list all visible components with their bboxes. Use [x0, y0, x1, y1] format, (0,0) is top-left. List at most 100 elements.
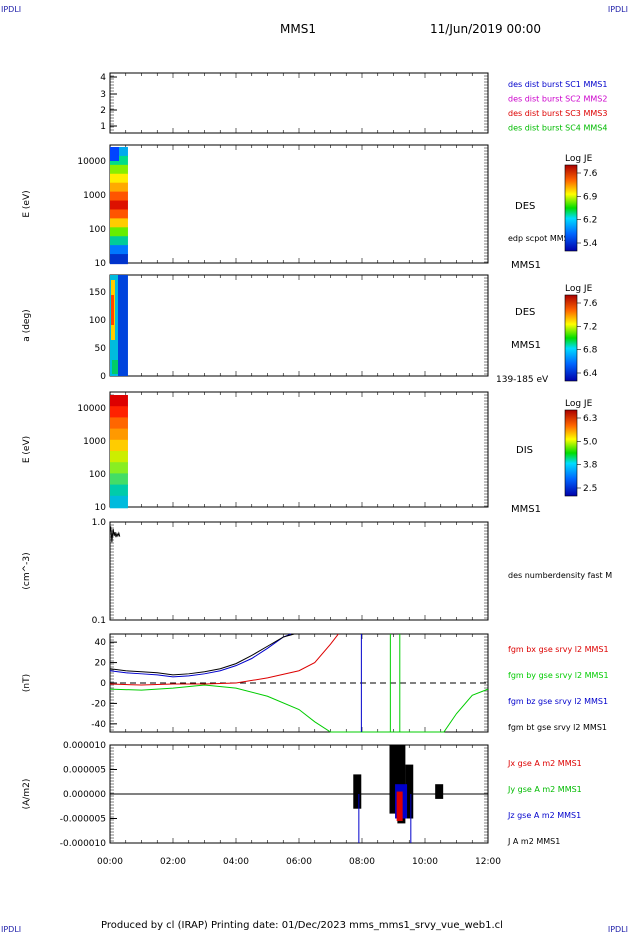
y-tick-label: 150 [89, 288, 106, 298]
y-tick-label: 0.000010 [63, 741, 106, 751]
colorbar-des-pitch-tick-label: 7.6 [583, 299, 598, 309]
y-tick-label: 4 [100, 73, 106, 83]
y-tick-label: 0.1 [92, 616, 106, 626]
y-axis-label: (cm^-3) [22, 552, 32, 589]
current-burst [405, 764, 414, 819]
spectrogram-cell [110, 218, 128, 229]
y-axis-label: (A/m2) [22, 779, 32, 810]
colorbar-dis-energy-tick-label: 5.0 [583, 437, 598, 447]
spectrogram-cell [112, 360, 118, 374]
spectrogram-cell [110, 428, 128, 442]
energy-range-label: 139-185 eV [496, 375, 549, 385]
colorbar-des-energy-tick-label: 6.2 [583, 216, 597, 226]
y-tick-label: 40 [95, 638, 107, 648]
fgm-series-line-1 [109, 633, 339, 686]
y-tick-label: 10 [95, 503, 107, 513]
density-series-line [110, 526, 121, 543]
time-tick-label: 08:00 [349, 857, 375, 867]
fgm-legend-2: fgm by gse srvy l2 MMS1 [508, 671, 609, 680]
fgm-series-line-4 [109, 633, 295, 676]
colorbar-des-pitch [564, 294, 578, 382]
colorbar-dis-energy [564, 409, 578, 497]
spectrogram-cell [110, 254, 128, 265]
panel-spacecraft-dis: MMS1 [511, 504, 541, 515]
spectrogram-cell [110, 473, 128, 486]
current-burst [389, 745, 398, 814]
colorbar-des-pitch-tick-label: 6.8 [583, 346, 598, 356]
spectrogram-cell [110, 417, 128, 430]
spectrogram-cell [110, 200, 128, 211]
colorbar-dis-energy-tick-label: 2.5 [583, 484, 597, 494]
colorbar-des-pitch-tick-label: 7.2 [583, 322, 597, 332]
spectrogram-cell [110, 227, 128, 238]
y-tick-label: 1 [100, 122, 106, 132]
colorbar-des-energy-tick-label: 7.6 [583, 169, 598, 179]
colorbar-des-pitch-tick-label: 6.4 [583, 369, 598, 379]
legend-entry-4: des dist burst SC4 MMS4 [508, 124, 607, 133]
y-tick-label: 10000 [77, 404, 106, 414]
spectrogram-cell [110, 147, 119, 161]
panel-spacecraft-pitch: MMS1 [511, 340, 541, 351]
y-tick-label: 20 [95, 659, 107, 669]
colorbar-des-energy-title: Log JE [565, 154, 593, 164]
legend-entry-3: des dist burst SC3 MMS3 [508, 109, 607, 118]
time-tick-label: 06:00 [286, 857, 312, 867]
corner-label-bottom-left: IPDLI [1, 925, 22, 934]
corner-label-top-left: IPDLI [1, 5, 22, 14]
fgm-series-line-3 [109, 633, 292, 678]
y-axis-label: E (eV) [22, 190, 32, 217]
y-tick-label: 1000 [83, 437, 106, 447]
y-tick-label: 2 [100, 106, 106, 116]
fgm-legend-1: fgm bx gse srvy l2 MMS1 [508, 645, 609, 654]
panel-frame [109, 274, 489, 377]
current-legend-4: J A m2 MMS1 [507, 837, 560, 846]
y-tick-label: 10000 [77, 157, 106, 167]
y-tick-label: 0 [100, 372, 106, 382]
spectrogram-cell [110, 164, 128, 175]
current-burst [396, 791, 403, 821]
colorbar-des-energy-tick-label: 5.4 [583, 239, 598, 249]
y-axis-label: (nT) [22, 674, 32, 692]
y-tick-label: 10 [95, 259, 107, 269]
current-burst [353, 774, 362, 809]
y-tick-label: -0.000005 [60, 815, 106, 825]
panel-frame [109, 521, 489, 621]
current-legend-2: Jy gse A m2 MMS1 [507, 785, 582, 794]
colorbar-dis-energy-title: Log JE [565, 399, 593, 409]
y-tick-label: 100 [89, 225, 106, 235]
fgm-legend-3: fgm bz gse srvy l2 MMS1 [508, 697, 608, 706]
spectrogram-cell [110, 245, 128, 256]
current-legend-1: Jx gse A m2 MMS1 [507, 759, 582, 768]
overlay-label: edp scpot MMS1 [508, 234, 574, 243]
panel-frame [109, 144, 489, 264]
corner-label-bottom-right: IPDLI [607, 925, 628, 934]
spectrogram-cell [110, 236, 128, 247]
y-tick-label: -20 [91, 699, 106, 709]
time-tick-label: 12:00 [475, 857, 501, 867]
y-tick-label: 100 [89, 316, 106, 326]
y-tick-label: 0 [100, 679, 106, 689]
y-axis-label: a (deg) [22, 309, 32, 341]
panel-label-des: DES [515, 201, 535, 212]
time-tick-label: 00:00 [97, 857, 123, 867]
spectrogram-cell [110, 462, 128, 475]
spectrogram-cell [111, 295, 114, 325]
spectrogram-cell [110, 191, 128, 202]
colorbar-des-energy [564, 164, 578, 252]
y-tick-label: 100 [89, 470, 106, 480]
y-tick-label: 0.000005 [63, 766, 106, 776]
spectrogram-cell [110, 209, 128, 220]
panel-spacecraft-des: MMS1 [511, 260, 541, 271]
time-tick-label: 10:00 [412, 857, 438, 867]
spacecraft-title: MMS1 [280, 22, 316, 36]
y-tick-label: 1.0 [92, 518, 107, 528]
spectrogram-cell [110, 406, 128, 419]
spectrogram-cell [110, 173, 128, 184]
time-tick-label: 02:00 [160, 857, 186, 867]
fgm-legend-4: fgm bt gse srvy l2 MMS1 [508, 723, 607, 732]
spectrogram-cell [110, 495, 128, 509]
current-burst [435, 784, 444, 799]
y-tick-label: 50 [95, 344, 107, 354]
colorbar-dis-energy-tick-label: 6.3 [583, 414, 597, 424]
